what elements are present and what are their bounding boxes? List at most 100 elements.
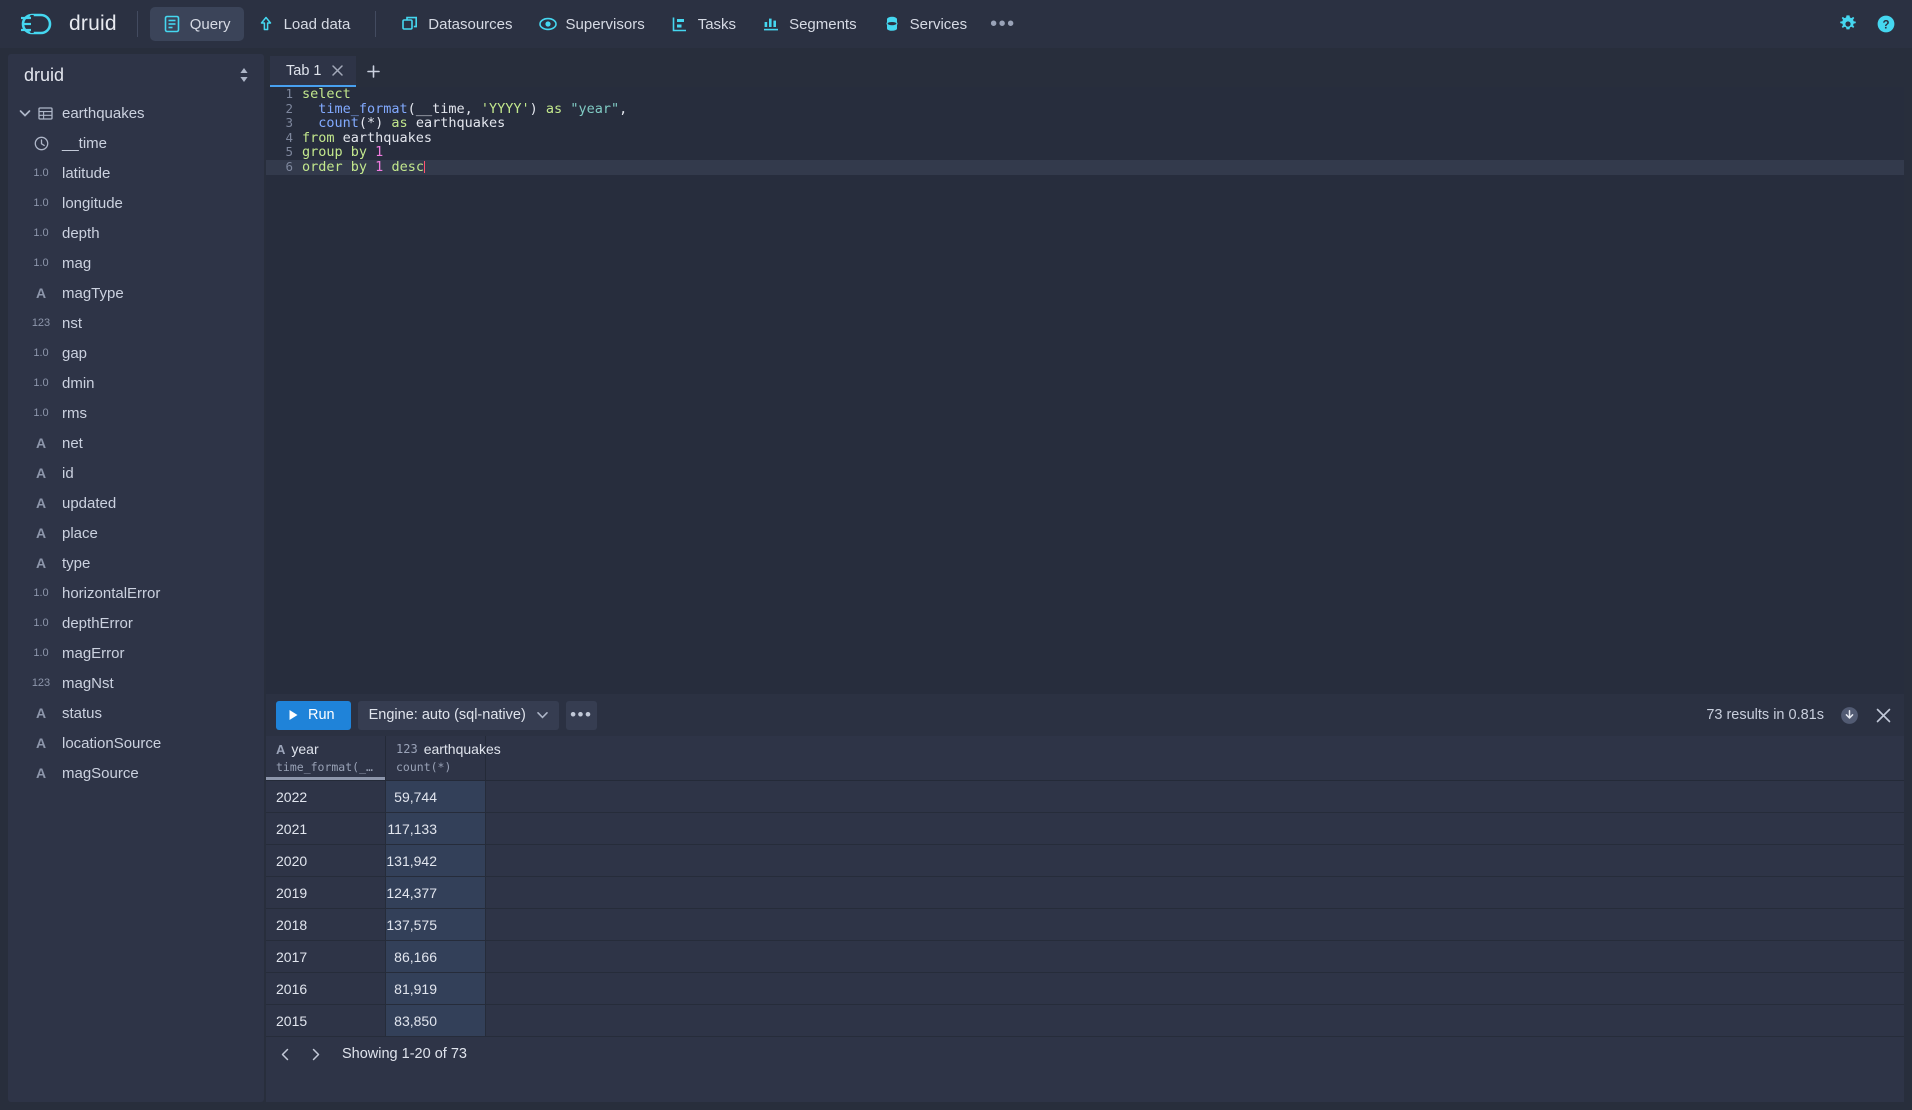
cell-year: 2015 — [266, 1005, 386, 1036]
column-type-glyph: 123 — [396, 742, 418, 756]
nav-item-segments[interactable]: Segments — [749, 7, 870, 41]
sidebar-column-rms[interactable]: 1.0 rms — [8, 398, 264, 428]
sidebar-column-label: depth — [62, 224, 100, 242]
close-results-icon[interactable] — [1875, 707, 1892, 724]
help-icon[interactable]: ? — [1876, 14, 1896, 34]
schema-sidebar: druid earthquakes — [8, 54, 264, 1102]
sidebar-column-locationSource[interactable]: A locationSource — [8, 728, 264, 758]
download-icon[interactable] — [1840, 706, 1859, 725]
table-row[interactable]: 2022 59,744 — [266, 781, 1904, 813]
sidebar-column-id[interactable]: A id — [8, 458, 264, 488]
prev-page-button[interactable] — [272, 1041, 298, 1067]
sidebar-column-dmin[interactable]: 1.0 dmin — [8, 368, 264, 398]
table-icon — [34, 106, 56, 121]
schema-label: druid — [24, 64, 65, 85]
column-type-glyph: 1.0 — [33, 257, 49, 269]
nav-item-label: Services — [909, 15, 968, 33]
column-type-glyph: A — [35, 555, 47, 571]
sidebar-column-label: locationSource — [62, 734, 162, 752]
nav-item-label: Supervisors — [565, 15, 645, 33]
sidebar-column-type[interactable]: A type — [8, 548, 264, 578]
sidebar-column-status[interactable]: A status — [8, 698, 264, 728]
sql-editor[interactable]: 1 select 2 time_format(__time, 'YYYY') a… — [266, 87, 1904, 694]
table-row[interactable]: 2019 124,377 — [266, 877, 1904, 909]
sidebar-column-label: type — [62, 554, 91, 572]
pagination-label: Showing 1-20 of 73 — [342, 1046, 467, 1062]
sidebar-column-net[interactable]: A net — [8, 428, 264, 458]
cell-year: 2018 — [266, 909, 386, 940]
sidebar-column-__time[interactable]: __time — [8, 128, 264, 158]
navbar-items: Query Load data Datasources Supervisors — [149, 7, 1026, 41]
nav-item-tasks[interactable]: Tasks — [658, 7, 749, 41]
sidebar-column-label: longitude — [62, 194, 123, 212]
cell-earthquakes: 131,942 — [386, 845, 486, 876]
sidebar-column-gap[interactable]: 1.0 gap — [8, 338, 264, 368]
add-tab-button[interactable] — [356, 56, 390, 87]
column-type-glyph: 123 — [31, 677, 51, 689]
engine-select[interactable]: Engine: auto (sql-native) — [357, 700, 559, 730]
tasks-icon — [672, 17, 686, 32]
sidebar-column-place[interactable]: A place — [8, 518, 264, 548]
nav-item-label: Segments — [789, 15, 857, 33]
navbar-more-button[interactable]: ••• — [990, 13, 1016, 35]
table-row[interactable]: 2018 137,575 — [266, 909, 1904, 941]
sidebar-column-latitude[interactable]: 1.0 latitude — [8, 158, 264, 188]
line-number: 3 — [285, 115, 293, 131]
results-column-header-earthquakes[interactable]: 123 earthquakes count(*) — [386, 736, 501, 780]
tab-1[interactable]: Tab 1 — [270, 56, 357, 87]
column-type-glyph: 1.0 — [33, 647, 49, 659]
run-button[interactable]: Run — [276, 700, 351, 730]
close-icon[interactable] — [331, 64, 344, 77]
table-row[interactable]: 2016 81,919 — [266, 973, 1904, 1005]
table-row[interactable]: 2017 86,166 — [266, 941, 1904, 973]
sidebar-column-magError[interactable]: 1.0 magError — [8, 638, 264, 668]
nav-item-supervisors[interactable]: Supervisors — [526, 7, 658, 41]
column-expression: count(*) — [396, 760, 452, 774]
column-type-glyph: 1.0 — [33, 587, 49, 599]
cell-earthquakes: 137,575 — [386, 909, 486, 940]
sidebar-column-magSource[interactable]: A magSource — [8, 758, 264, 788]
table-row[interactable]: 2015 83,850 — [266, 1005, 1904, 1037]
sidebar-column-mag[interactable]: 1.0 mag — [8, 248, 264, 278]
services-icon — [886, 16, 898, 31]
column-type-glyph: A — [35, 765, 47, 781]
supervisors-icon — [538, 17, 557, 31]
plus-icon — [367, 65, 380, 78]
sidebar-column-longitude[interactable]: 1.0 longitude — [8, 188, 264, 218]
cell-earthquakes: 81,919 — [386, 973, 486, 1004]
cell-earthquakes: 59,744 — [386, 781, 486, 812]
nav-item-datasources[interactable]: Datasources — [388, 7, 525, 41]
run-label: Run — [308, 707, 335, 723]
sort-toggle-icon[interactable] — [238, 65, 250, 85]
sidebar-column-horizontalError[interactable]: 1.0 horizontalError — [8, 578, 264, 608]
sidebar-column-label: rms — [62, 404, 87, 422]
gear-icon[interactable] — [1838, 14, 1858, 34]
sidebar-header: druid — [8, 54, 264, 96]
column-type-time-icon — [26, 136, 56, 151]
nav-item-query[interactable]: Query — [149, 7, 244, 41]
table-row[interactable]: 2020 131,942 — [266, 845, 1904, 877]
column-type-glyph: 1.0 — [33, 617, 49, 629]
sidebar-column-nst[interactable]: 123 nst — [8, 308, 264, 338]
code-line: 4 from earthquakes — [266, 130, 1904, 146]
chevron-down-icon — [536, 712, 548, 719]
sidebar-column-updated[interactable]: A updated — [8, 488, 264, 518]
next-page-button[interactable] — [302, 1041, 328, 1067]
cell-earthquakes: 117,133 — [386, 813, 486, 844]
sidebar-table-earthquakes[interactable]: earthquakes — [8, 98, 264, 128]
code-line: 1 select — [266, 87, 1904, 102]
nav-item-services[interactable]: Services — [870, 7, 981, 41]
table-row[interactable]: 2021 117,133 — [266, 813, 1904, 845]
nav-item-load-data[interactable]: Load data — [244, 7, 364, 41]
druid-logo[interactable]: druid — [18, 9, 117, 39]
column-name: year — [291, 741, 319, 757]
sidebar-column-magType[interactable]: A magType — [8, 278, 264, 308]
sidebar-column-depthError[interactable]: 1.0 depthError — [8, 608, 264, 638]
sidebar-column-depth[interactable]: 1.0 depth — [8, 218, 264, 248]
navbar-right-actions: ? — [1838, 14, 1896, 34]
code-text: time_format(__time, 'YYYY') as "year", — [318, 100, 628, 117]
sidebar-column-magNst[interactable]: 123 magNst — [8, 668, 264, 698]
query-more-button[interactable]: ••• — [565, 700, 597, 730]
cell-year: 2021 — [266, 813, 386, 844]
results-column-header-year[interactable]: A year time_format(__time, … — [266, 736, 386, 780]
